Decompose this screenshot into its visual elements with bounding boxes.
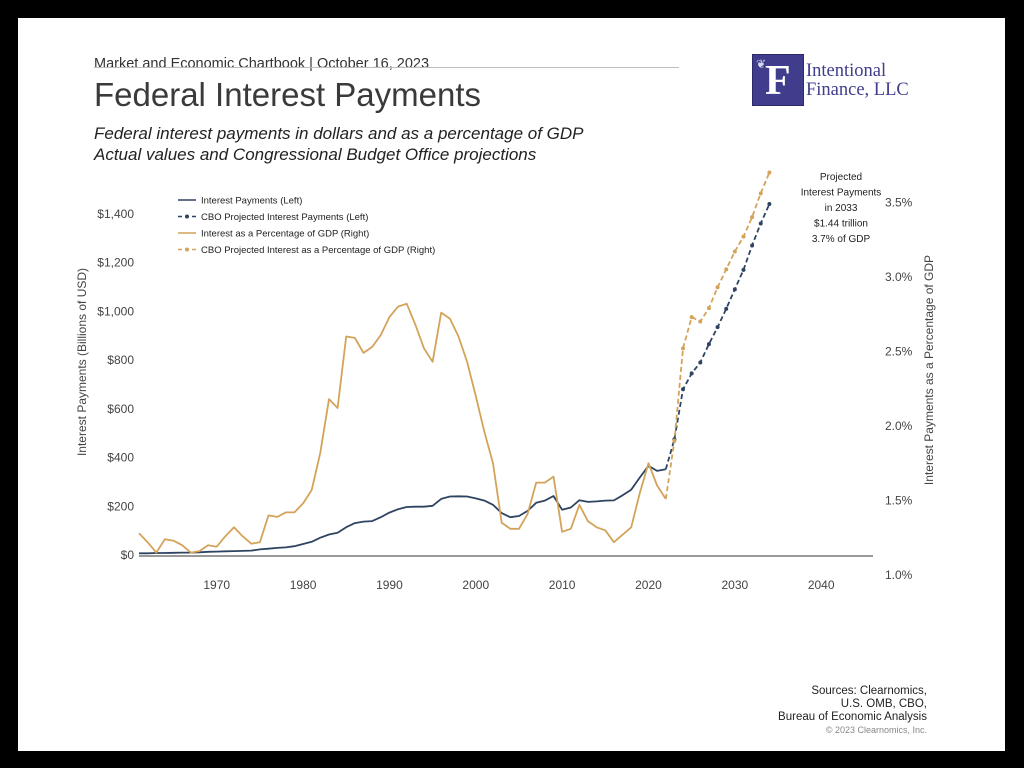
subtitle-line-2: Actual values and Congressional Budget O… — [94, 145, 537, 164]
series-2-point — [741, 267, 746, 272]
slide: Market and Economic Chartbook | October … — [18, 18, 1005, 751]
legend-label: Interest as a Percentage of GDP (Right) — [201, 229, 369, 240]
series-2-point — [758, 221, 763, 226]
logo-text-line-2: Finance, LLC — [806, 80, 909, 100]
legend-marker — [185, 247, 189, 252]
series-4-point — [706, 306, 711, 311]
series-line-1 — [139, 464, 666, 555]
projection-annotation-line: $1.44 trillion — [814, 219, 868, 230]
series-2-point — [689, 371, 694, 376]
y-left-tick-label: $200 — [107, 499, 134, 513]
source-line-3: Bureau of Economic Analysis — [778, 711, 927, 723]
leaf-icon: ❦ — [756, 57, 767, 71]
series-4-point — [758, 191, 763, 196]
x-tick-label: 2000 — [462, 578, 489, 592]
series-line-4 — [664, 172, 771, 500]
legend-marker — [185, 214, 189, 219]
legend-label: CBO Projected Interest Payments (Left) — [201, 212, 368, 223]
projection-annotation-line: Projected — [820, 172, 862, 183]
y-right-tick-label: 1.0% — [885, 568, 913, 582]
header-rule — [94, 67, 679, 68]
y-right-tick-label: 3.0% — [885, 270, 913, 284]
projection-annotation-line: in 2033 — [825, 203, 858, 214]
projection-annotation-line: Interest Payments — [801, 188, 882, 199]
y-right-tick-label: 2.0% — [885, 419, 913, 433]
source-line-1: Sources: Clearnomics, — [811, 685, 927, 697]
y-right-axis-title: Interest Payments as a Percentage of GDP — [922, 255, 936, 485]
series-4-point — [732, 249, 737, 254]
legend-label: Interest Payments (Left) — [201, 196, 302, 207]
x-tick-label: 2020 — [635, 578, 662, 592]
logo-text-line-1: Intentional — [806, 61, 887, 81]
series-4-point — [767, 170, 772, 175]
y-left-tick-label: $0 — [121, 548, 135, 562]
company-logo: ❦ F Intentional Finance, LLC — [752, 54, 952, 108]
series-4-point — [698, 319, 703, 324]
series-4-point — [672, 438, 677, 443]
interest-payments-chart: 1970 1980 1990 2000 2010 2020 2030 2040 $0 $200 $4… — [75, 170, 936, 592]
y-left-tick-label: $400 — [107, 451, 134, 465]
series-4-point — [681, 346, 686, 351]
x-tick-label: 1970 — [203, 578, 230, 592]
series-2-point — [767, 202, 772, 206]
x-tick-label: 2010 — [549, 578, 576, 592]
x-tick-label: 2030 — [721, 578, 748, 592]
y-left-axis-title: Interest Payments (Billions of USD) — [75, 268, 89, 456]
legend-label: CBO Projected Interest as a Percentage o… — [201, 245, 435, 256]
chartbook-header: Market and Economic Chartbook | October … — [94, 56, 430, 72]
source-line-2: U.S. OMB, CBO, — [840, 698, 927, 710]
series-line-3 — [138, 302, 667, 554]
projection-annotation-line: 3.7% of GDP — [812, 234, 871, 245]
logo-letter: F — [765, 58, 791, 104]
series-2-point — [681, 387, 686, 392]
copyright: © 2023 Clearnomics, Inc. — [825, 725, 927, 735]
series-2-point — [698, 360, 703, 365]
y-right-tick-label: 2.5% — [885, 344, 913, 358]
series-2-point — [750, 243, 755, 248]
page-title: Federal Interest Payments — [94, 76, 482, 113]
series-4-point — [715, 285, 720, 290]
series-2-point — [724, 306, 729, 311]
y-right-tick-label: 3.5% — [885, 195, 913, 209]
y-left-tick-label: $1,200 — [97, 256, 134, 270]
series-4-point — [724, 267, 729, 272]
subtitle-line-1: Federal interest payments in dollars and… — [94, 124, 584, 143]
series-4-point — [689, 315, 694, 320]
series-4-point — [750, 215, 755, 220]
y-left-tick-label: $1,000 — [97, 304, 134, 318]
series-2-point — [732, 287, 737, 292]
x-tick-label: 1980 — [290, 578, 317, 592]
y-left-tick-label: $1,400 — [97, 207, 134, 221]
series-2-point — [706, 342, 711, 347]
series-2-point — [715, 325, 720, 330]
x-tick-label: 2040 — [808, 578, 835, 592]
logo-mark: ❦ F — [752, 54, 804, 106]
y-left-tick-label: $800 — [107, 353, 134, 367]
y-right-tick-label: 1.5% — [885, 493, 913, 507]
series-line-2 — [664, 203, 771, 470]
y-left-tick-label: $600 — [107, 402, 134, 416]
x-tick-label: 1990 — [376, 578, 403, 592]
series-4-point — [741, 234, 746, 239]
